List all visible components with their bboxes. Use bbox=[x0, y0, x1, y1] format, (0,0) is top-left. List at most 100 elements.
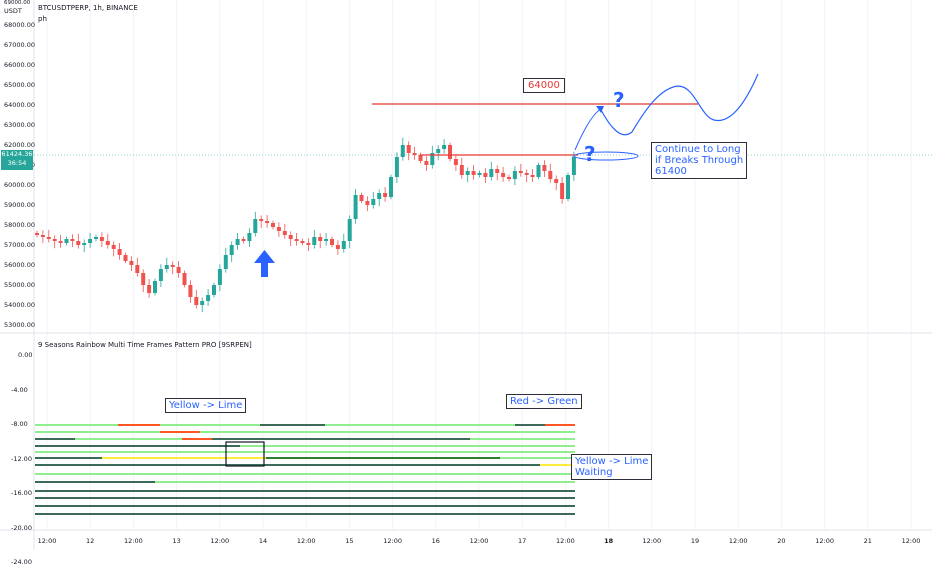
red-green-note[interactable]: Red -> Green bbox=[506, 394, 582, 409]
time-tick-label: 15 bbox=[345, 537, 354, 545]
symbol-header[interactable]: BTCUSDTPERP, 1h, BINANCE bbox=[38, 4, 138, 12]
time-tick-label: 20 bbox=[777, 537, 786, 545]
candle bbox=[324, 233, 329, 246]
candle bbox=[383, 187, 388, 202]
candle bbox=[235, 233, 240, 250]
candle bbox=[465, 167, 470, 183]
price-tick-label: 68000.00 bbox=[4, 21, 36, 29]
candle bbox=[253, 211, 258, 237]
sub-header: ph bbox=[38, 15, 47, 23]
candle bbox=[40, 230, 45, 243]
candle bbox=[294, 233, 299, 246]
price-tick-label: 63000.00 bbox=[4, 121, 36, 129]
candle bbox=[377, 189, 382, 207]
candle bbox=[495, 165, 500, 181]
candle bbox=[99, 232, 104, 247]
candle bbox=[94, 234, 98, 242]
time-tick-label: 12:00 bbox=[556, 537, 575, 545]
candle bbox=[212, 282, 216, 298]
waiting-note-line-1: Yellow -> Lime bbox=[575, 456, 649, 467]
target-64000-label[interactable]: 64000 bbox=[523, 78, 565, 93]
indicator-tick-label: -12.00 bbox=[11, 454, 32, 463]
candle bbox=[164, 257, 169, 273]
yellow-lime-note[interactable]: Yellow -> Lime bbox=[165, 398, 247, 413]
projection-wave[interactable] bbox=[600, 73, 759, 136]
rainbow-indicator-lines[interactable] bbox=[35, 424, 575, 515]
trading-chart[interactable] bbox=[0, 0, 932, 550]
indicator-tick-label: 0.00 bbox=[18, 351, 33, 359]
price-tick-label: 66000.00 bbox=[4, 61, 36, 69]
long-condition-note[interactable]: Continue to Long if Breaks Through 61400 bbox=[651, 142, 748, 179]
candle bbox=[46, 229, 51, 243]
candle bbox=[64, 236, 69, 246]
candle bbox=[436, 145, 441, 161]
candle bbox=[271, 220, 275, 230]
time-tick-label: 12:00 bbox=[815, 537, 834, 545]
price-tick-label: 55000.00 bbox=[4, 281, 36, 289]
candlestick-series[interactable] bbox=[35, 137, 576, 313]
breakout-ellipse[interactable] bbox=[573, 151, 639, 161]
current-price-value: 61424.36 bbox=[1, 150, 33, 158]
candle bbox=[229, 241, 234, 263]
candle bbox=[200, 297, 205, 313]
candle bbox=[489, 161, 494, 181]
candle bbox=[318, 233, 323, 249]
candle bbox=[300, 238, 305, 246]
candle bbox=[206, 289, 211, 306]
candle bbox=[542, 160, 547, 177]
time-tick-label: 14 bbox=[258, 537, 268, 545]
candle bbox=[507, 174, 511, 182]
time-tick-label: 21 bbox=[863, 537, 872, 545]
waiting-note-line-2: Waiting bbox=[575, 467, 613, 478]
candle bbox=[400, 137, 405, 161]
question-mark-target[interactable]: ? bbox=[613, 88, 625, 112]
candle bbox=[153, 278, 157, 296]
indicator-title[interactable]: 9 Seasons Rainbow Multi Time Frames Patt… bbox=[38, 341, 252, 349]
indicator-tick-label: -24.00 bbox=[11, 558, 32, 566]
candle bbox=[147, 279, 152, 298]
candle bbox=[459, 157, 464, 179]
candle bbox=[194, 289, 199, 309]
candle bbox=[536, 162, 541, 180]
price-tick-label: 67000.00 bbox=[4, 41, 36, 49]
up-arrow-icon bbox=[254, 250, 275, 277]
price-tick-label: 58000.00 bbox=[4, 221, 36, 229]
candle bbox=[347, 215, 352, 249]
time-tick-label: 12:00 bbox=[642, 537, 662, 545]
candle bbox=[453, 154, 458, 171]
time-tick-label: 12:00 bbox=[728, 537, 748, 545]
price-tick-label: 57000.00 bbox=[4, 241, 36, 249]
indicator-tick-label: -8.00 bbox=[11, 420, 28, 428]
candle bbox=[217, 264, 222, 291]
question-mark-breakout[interactable]: ? bbox=[584, 142, 596, 166]
candle bbox=[448, 142, 452, 162]
indicator-tick-label: -16.00 bbox=[11, 489, 32, 497]
price-tick-label: 54000.00 bbox=[4, 301, 36, 309]
yellow-lime-waiting-note[interactable]: Yellow -> Lime Waiting bbox=[571, 454, 653, 480]
candle bbox=[554, 175, 559, 191]
candle bbox=[105, 233, 110, 249]
candle bbox=[82, 239, 87, 253]
candle bbox=[424, 156, 429, 171]
long-note-line-2: if Breaks Through bbox=[655, 155, 744, 166]
candle-countdown: 36:54 bbox=[7, 159, 27, 167]
price-tick-label: 53000.00 bbox=[4, 321, 36, 329]
candle bbox=[418, 152, 423, 164]
candle bbox=[365, 196, 370, 211]
candle bbox=[76, 233, 81, 249]
time-tick-label: 12:00 bbox=[469, 537, 489, 545]
time-tick-label: 12:00 bbox=[37, 537, 57, 545]
candle bbox=[560, 177, 565, 204]
candle bbox=[188, 280, 193, 303]
candle bbox=[412, 147, 417, 160]
price-tick-label: 56000.00 bbox=[4, 261, 36, 269]
candle bbox=[501, 167, 506, 182]
candle bbox=[335, 240, 340, 255]
candle bbox=[477, 170, 482, 178]
highlight-box[interactable] bbox=[225, 441, 265, 467]
candle bbox=[241, 236, 246, 244]
indicator-tick-label: -4.00 bbox=[11, 385, 28, 394]
candle bbox=[247, 228, 252, 247]
candle bbox=[158, 264, 163, 287]
time-tick-label: 19 bbox=[690, 537, 700, 545]
